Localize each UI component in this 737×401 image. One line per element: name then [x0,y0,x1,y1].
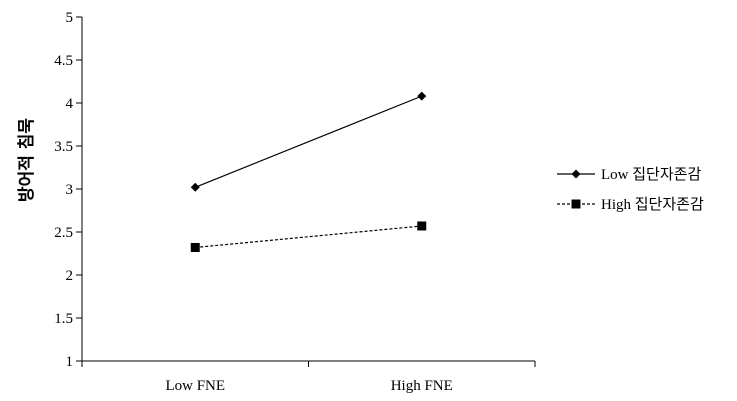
legend-label: High 집단자존감 [601,196,704,213]
y-tick-label: 2 [66,268,74,284]
legend: Low 집단자존감 High 집단자존감 [557,166,704,213]
legend-marker [571,169,581,179]
series-1 [190,91,427,192]
y-tick-label: 4.5 [54,53,73,69]
data-point [417,221,427,231]
series-line-segment [195,95,422,188]
x-tick-label: Low FNE [165,378,225,394]
series-2 [190,221,427,252]
y-tick-label: 3 [66,182,74,198]
y-ticks: 1 1.5 2 2.5 3 3.5 4 4.5 5 [54,10,82,370]
data-point [417,91,427,101]
y-tick-label: 1 [66,354,74,370]
data-point [190,182,200,192]
y-tick-label: 1.5 [54,311,73,327]
y-tick-label: 5 [66,10,74,26]
legend-label: Low 집단자존감 [601,166,701,183]
y-tick-label: 3.5 [54,139,73,155]
y-tick-label: 4 [66,96,74,112]
x-ticks: Low FNE High FNE [81,361,536,394]
data-point [190,242,200,252]
y-tick-label: 2.5 [54,225,73,241]
y-axis-label: 방어적 침묵 [16,118,37,202]
series-line-segment [195,225,422,249]
legend-marker [571,199,581,209]
x-axis: Low FNE High FNE [81,360,536,394]
x-tick-label: High FNE [391,378,453,394]
series-group [190,91,427,252]
y-axis: 1 1.5 2 2.5 3 3.5 4 4.5 5 [54,10,83,370]
